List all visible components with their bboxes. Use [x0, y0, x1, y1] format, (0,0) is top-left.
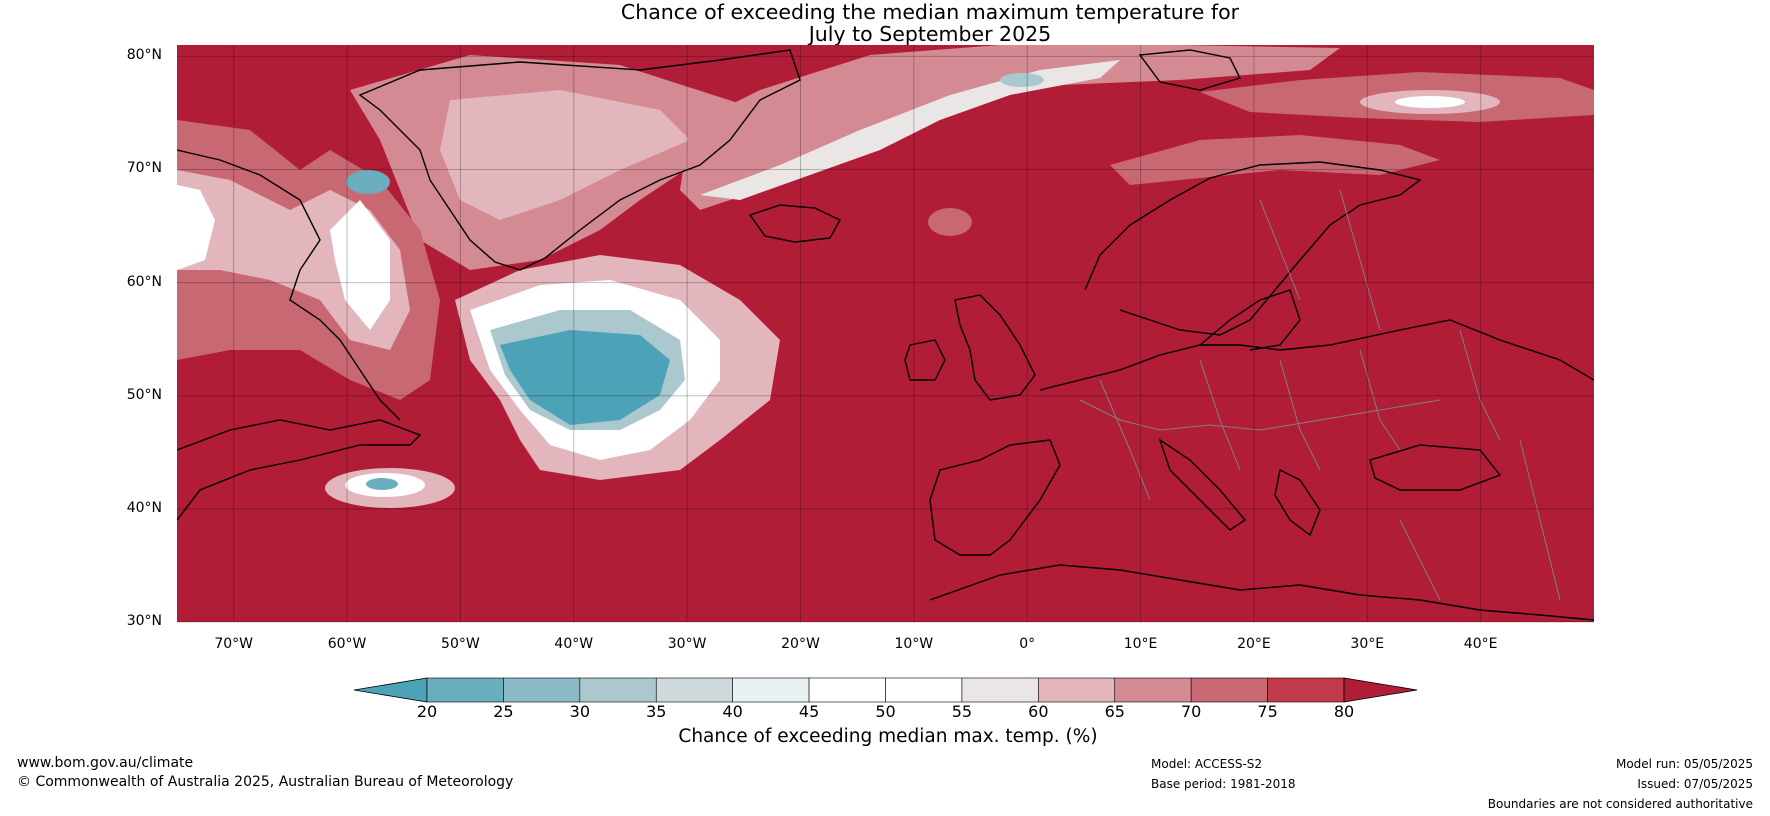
footer-website: www.bom.gov.au/climate	[17, 755, 194, 771]
lon-label: 20°E	[1237, 636, 1271, 652]
barents-white	[1395, 96, 1465, 108]
coast-baffin	[177, 149, 401, 421]
colorbar-tick-label: 40	[722, 702, 743, 721]
coast-blacksea	[1369, 444, 1502, 491]
atlantic-anomaly-core	[500, 330, 670, 425]
coast-britain	[954, 294, 1036, 401]
country-borders	[1079, 189, 1561, 601]
footer-model: Model: ACCESS-S2	[1151, 757, 1263, 771]
novascotia-cool-spot	[366, 478, 398, 490]
colorbar-segment	[579, 677, 657, 703]
colorbar-tick-label: 70	[1180, 702, 1202, 721]
colorbar	[353, 677, 1418, 703]
colorbar-tick-label: 35	[646, 702, 667, 721]
footer-base-period: Base period: 1981-2018	[1151, 777, 1296, 791]
lon-label: 70°W	[214, 636, 253, 652]
colorbar-segment	[503, 677, 581, 703]
lon-label: 50°W	[441, 636, 480, 652]
map-title-line1: Chance of exceeding the median maximum t…	[620, 0, 1240, 24]
colorbar-tick-label: 20	[416, 702, 438, 721]
lon-label: 60°W	[327, 636, 367, 652]
scandinavia-band	[1110, 135, 1440, 185]
arctic-band-region	[680, 45, 1340, 210]
lat-label: 80°N	[126, 47, 162, 64]
coast-ireland	[904, 339, 946, 381]
lon-label: 40°E	[1463, 636, 1498, 652]
coastlines	[177, 49, 1594, 621]
colorbar-segment	[426, 677, 504, 703]
coast-scandinavia	[1084, 161, 1422, 336]
lon-label: 20°W	[781, 636, 820, 652]
colorbar-segment	[885, 677, 963, 703]
coast-greece	[1274, 468, 1321, 537]
colorbar-tick-label: 80	[1333, 702, 1355, 721]
coast-northafrica	[929, 564, 1594, 621]
midatlantic-blob	[928, 208, 972, 236]
probability-field	[177, 45, 1594, 621]
map-title-line2: July to September 2025	[808, 22, 1052, 46]
lat-label: 70°N	[126, 160, 162, 177]
coast-eastcanada	[177, 419, 422, 521]
colorbar-tick-label: 50	[875, 702, 896, 721]
colorbar-segment	[1267, 677, 1345, 703]
lon-label: 30°E	[1350, 636, 1385, 652]
colorbar-tick-label: 60	[1028, 702, 1049, 721]
colorbar-tick-label: 25	[493, 702, 514, 721]
colorbar-tick-label: 55	[951, 702, 973, 721]
colorbar-extend-high	[1343, 677, 1418, 703]
coast-iceland	[748, 204, 841, 243]
lat-label: 40°N	[126, 499, 162, 516]
colorbar-segment	[1038, 677, 1116, 703]
lon-label: 30°W	[667, 636, 707, 652]
lon-label: 10°W	[894, 636, 934, 652]
colorbar-title: Chance of exceeding median max. temp. (%…	[678, 726, 1098, 747]
baffin-cool-spot	[346, 170, 390, 194]
lat-label: 30°N	[126, 613, 162, 629]
colorbar-tick-label: 75	[1257, 702, 1278, 721]
colorbar-tick-label: 45	[798, 702, 820, 721]
colorbar-segment	[655, 677, 733, 703]
arctic-band-white	[700, 60, 1120, 200]
coast-greenland	[358, 49, 801, 271]
lat-label: 50°N	[126, 386, 162, 403]
colorbar-segment	[732, 677, 810, 703]
footer-disclaimer: Boundaries are not considered authoritat…	[1487, 797, 1753, 811]
graticule	[177, 45, 1594, 623]
colorbar-extend-low	[353, 677, 428, 703]
footer-issued: Issued: 07/05/2025	[1637, 777, 1753, 791]
west-edge-white	[177, 185, 215, 270]
footer-model-run: Model run: 05/05/2025	[1615, 757, 1753, 771]
lon-label: 10°E	[1123, 636, 1158, 652]
coast-baltic	[1199, 289, 1301, 351]
colorbar-segment	[1190, 677, 1268, 703]
labrador-white	[330, 200, 390, 330]
coast-svalbard	[1138, 49, 1241, 91]
colorbar-segment	[1114, 677, 1192, 703]
colorbar-segment	[961, 677, 1039, 703]
colorbar-tick-label: 65	[1104, 702, 1125, 721]
lon-label: 40°W	[554, 636, 594, 652]
coast-iberia	[929, 439, 1061, 556]
footer-copyright: © Commonwealth of Australia 2025, Austra…	[17, 774, 514, 790]
greenland-pale-region	[440, 90, 690, 220]
coast-italy	[1158, 438, 1247, 531]
colorbar-segment	[808, 677, 886, 703]
coast-europe	[1039, 319, 1594, 391]
lat-label: 60°N	[126, 273, 162, 290]
arctic-cool-spot	[1000, 73, 1044, 87]
colorbar-tick-label: 30	[569, 702, 590, 721]
lon-label: 0°	[1019, 636, 1036, 652]
